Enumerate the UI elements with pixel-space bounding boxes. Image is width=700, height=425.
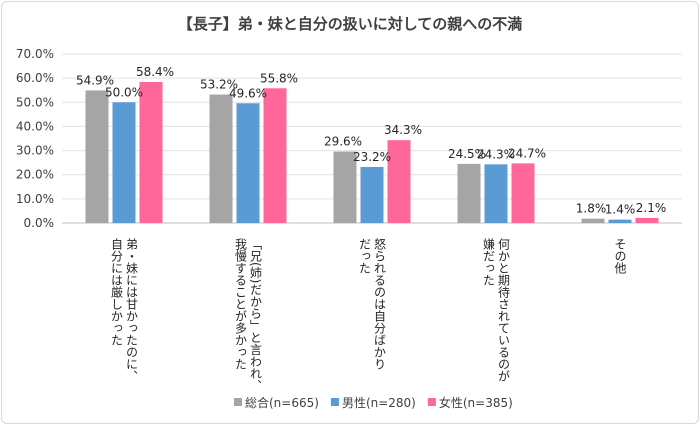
y-tick-label: 70.0% [16, 47, 54, 61]
data-labels: 54.9%50.0% 58.4% 53.2%49.6%55.8% 29.6%23.2%… [76, 65, 666, 217]
category-label: その他 [613, 238, 627, 274]
chart-title: 【長子】弟・妹と自分の扱いに対しての親への不満 [178, 15, 523, 33]
bar [236, 103, 260, 223]
bar-series [85, 82, 659, 224]
y-tick-label: 60.0% [16, 71, 54, 85]
legend-swatch [234, 398, 242, 406]
bar [457, 163, 481, 223]
data-label: 23.2% [353, 150, 391, 164]
data-label: 58.4% [136, 65, 174, 79]
bar [484, 164, 508, 223]
category-label: 「兄(姉)だから」と言われ、 [249, 238, 263, 391]
category-label: 嫌だった [482, 238, 496, 286]
data-label: 34.3% [384, 123, 422, 137]
bar [139, 82, 163, 224]
legend-swatch [427, 398, 436, 406]
legend-swatch [330, 398, 339, 406]
data-label: 29.6% [324, 135, 362, 149]
legend: 総合(n=665) 男性(n=280) 女性(n=385) [234, 395, 513, 410]
category-label: 自分には厳しかった [110, 238, 124, 346]
y-axis: 0.0% 10.0% 20.0% 30.0% 40.0% 50.0% 60.0% 70.0% [16, 47, 54, 230]
bar [360, 166, 384, 223]
legend-label: 男性(n=280) [342, 396, 416, 410]
bar [209, 94, 233, 223]
legend-label: 女性(n=385) [439, 395, 513, 410]
data-label: 2.1% [636, 201, 667, 215]
data-label: 1.4% [605, 203, 636, 217]
bar [635, 217, 659, 223]
bar [112, 102, 136, 223]
y-tick-label: 20.0% [16, 168, 54, 182]
bar [333, 151, 357, 223]
data-label: 55.8% [260, 71, 298, 85]
bar [581, 218, 605, 223]
data-label: 24.7% [508, 146, 546, 160]
data-label: 53.2% [200, 78, 238, 92]
category-label: だった [358, 238, 372, 274]
y-tick-label: 30.0% [16, 144, 54, 158]
bar [263, 88, 287, 223]
data-label: 54.9% [76, 73, 114, 87]
y-tick-label: 10.0% [16, 192, 54, 206]
category-label: 何かと期待されているのが [497, 238, 511, 382]
data-label: 50.0% [105, 85, 143, 99]
y-tick-label: 40.0% [16, 119, 54, 133]
data-label: 24.3% [477, 147, 515, 161]
bar [85, 90, 109, 223]
category-labels: 弟・妹には甘かったのに、自分には厳しかった 「兄(姉)だから」と言われ、我慢するこ… [110, 237, 628, 392]
data-label: 24.5% [448, 147, 486, 161]
y-tick-label: 50.0% [16, 95, 54, 109]
legend-label: 総合(n=665) [245, 395, 319, 410]
bar [387, 140, 411, 223]
category-label: 怒られるのは自分ばかり [373, 237, 387, 370]
y-tick-label: 0.0% [24, 216, 55, 230]
category-label: 我慢することが多かった [234, 238, 248, 370]
data-label: 1.8% [576, 202, 607, 216]
category-label: 弟・妹には甘かったのに、 [125, 238, 139, 382]
bar [511, 163, 535, 223]
data-label: 49.6% [229, 86, 267, 100]
bar [608, 219, 632, 223]
